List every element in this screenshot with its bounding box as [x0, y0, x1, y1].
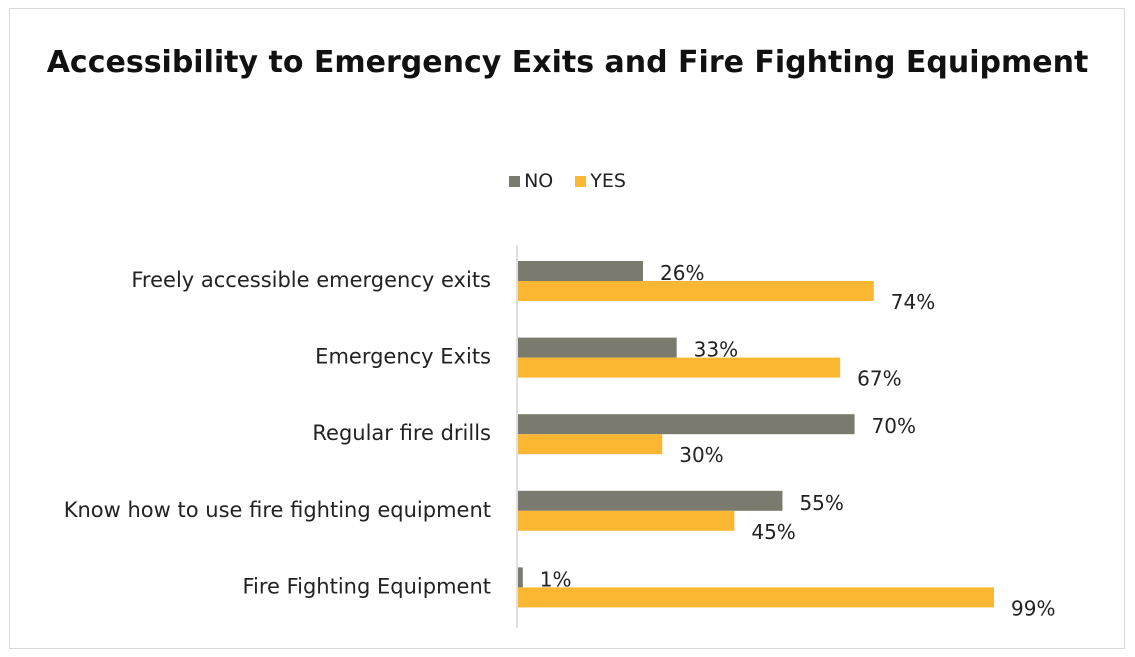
data-label-yes: 45%	[751, 520, 795, 544]
legend-swatch-yes	[575, 175, 587, 187]
bar-yes	[518, 587, 994, 608]
bar-no	[518, 567, 523, 588]
data-label-yes: 99%	[1011, 596, 1055, 620]
data-label-no: 55%	[799, 491, 843, 515]
legend-label-no: NO	[524, 170, 554, 192]
legend-swatch-no	[509, 175, 521, 187]
data-label-yes: 67%	[857, 367, 901, 391]
category-label: Freely accessible emergency exits	[131, 268, 491, 292]
legend-label-yes: YES	[590, 170, 626, 192]
category-label: Fire Fighting Equipment	[242, 574, 491, 598]
legend-item-yes: YES	[575, 170, 626, 192]
category-label: Know how to use fire fighting equipment	[64, 498, 491, 522]
legend-item-no: NO	[509, 170, 553, 192]
data-label-yes: 74%	[891, 290, 935, 314]
bar-no	[518, 337, 677, 358]
chart-frame	[9, 8, 1125, 649]
bar-yes	[518, 510, 735, 531]
category-label: Regular fire drills	[312, 421, 491, 445]
category-label: Emergency Exits	[315, 345, 491, 369]
data-label-no: 70%	[872, 414, 916, 438]
chart-legend: NO YES	[0, 170, 1135, 192]
data-label-yes: 30%	[679, 443, 723, 467]
bar-no	[518, 261, 644, 281]
bar-no	[518, 490, 783, 511]
bar-yes	[518, 357, 841, 378]
chart-title: Accessibility to Emergency Exits and Fir…	[46, 45, 1089, 80]
bar-no	[518, 414, 855, 435]
bar-yes	[518, 281, 874, 301]
bar-yes	[518, 434, 663, 455]
